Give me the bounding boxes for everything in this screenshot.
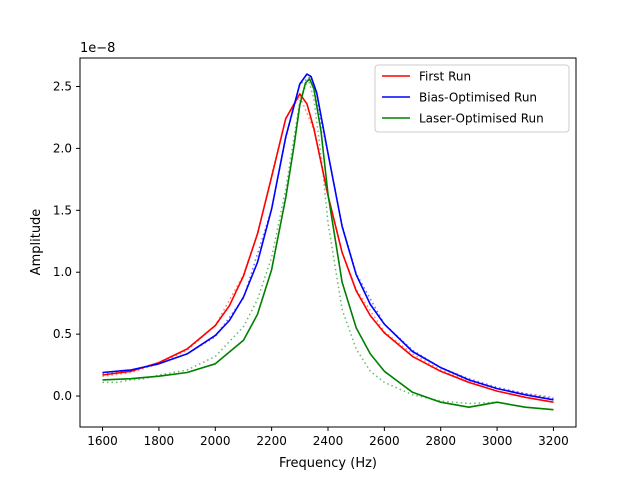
y-tick-label: 1.5: [53, 203, 72, 217]
ticks-layer: 1600 1800 2000 2200 2400 2600 2800 3000 3200 0.0 0…: [53, 79, 569, 448]
series-line-1: [102, 73, 554, 401]
x-tick-label: 3000: [482, 434, 513, 448]
x-tick-label: 2400: [313, 434, 344, 448]
y-tick-label: 0.0: [53, 389, 72, 403]
x-axis-label: Frequency (Hz): [279, 456, 377, 471]
x-tick-label: 1600: [87, 434, 118, 448]
x-tick-label: 1800: [144, 434, 175, 448]
y-tick-label: 2.0: [53, 141, 72, 155]
legend-label-2: Laser-Optimised Run: [419, 112, 544, 126]
legend-label-0: First Run: [419, 70, 471, 84]
y-tick-label: 0.5: [53, 327, 72, 341]
x-tick-label: 2200: [256, 434, 287, 448]
x-tick-label: 3200: [538, 434, 569, 448]
x-tick-label: 2000: [200, 434, 231, 448]
data-points-4: [102, 75, 554, 400]
y-tick-label: 1.0: [53, 265, 72, 279]
x-tick-label: 2600: [369, 434, 400, 448]
series-line-2: [102, 78, 554, 411]
series-layer: [102, 73, 554, 411]
x-tick-label: 2800: [425, 434, 456, 448]
series-line-0: [102, 93, 554, 403]
y-tick-label: 2.5: [53, 79, 72, 93]
y-offset-label: 1e−8: [80, 41, 115, 56]
y-axis-label: Amplitude: [29, 209, 44, 276]
legend-label-1: Bias-Optimised Run: [419, 91, 537, 105]
legend: First Run Bias-Optimised Run Laser-Optimis…: [374, 64, 570, 133]
legend-box: [374, 64, 570, 133]
